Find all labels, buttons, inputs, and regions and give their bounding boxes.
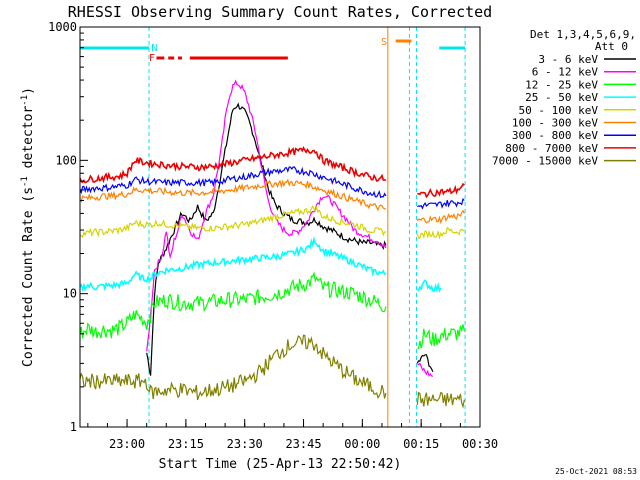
series-12-25-kev-line-1 xyxy=(79,271,387,339)
series-100-300-kev-line-1 xyxy=(79,178,387,212)
x-tick-label-00:30: 00:30 xyxy=(462,437,498,451)
series-300-800-kev-line-2 xyxy=(417,197,465,210)
x-tick-label-23:00: 23:00 xyxy=(109,437,145,451)
legend-header-line1: Det 1,3,4,5,6,9, xyxy=(530,28,636,41)
chart-title: RHESSI Observing Summary Count Rates, Co… xyxy=(68,3,492,21)
y-tick-label-100: 100 xyxy=(55,153,77,167)
series-25-50-kev-line-1 xyxy=(79,235,386,293)
generation-timestamp: 25-Oct-2021 08:53 xyxy=(555,467,637,476)
legend-label-300-800-kev: 300 - 800 keV xyxy=(512,129,598,142)
plot-frame xyxy=(79,26,481,428)
series-3-6-kev-line-1 xyxy=(146,102,387,376)
x-axis-label: Start Time (25-Apr-13 22:50:42) xyxy=(159,457,402,472)
saa-label: S xyxy=(381,37,387,48)
plot-area: NF S xyxy=(79,27,466,427)
x-tick-label-00:15: 00:15 xyxy=(403,437,439,451)
legend-label-50-100-kev: 50 - 100 keV xyxy=(519,104,599,117)
legend-label-3-6-kev: 3 - 6 keV xyxy=(538,53,598,66)
series-3-6-kev-line-2 xyxy=(416,354,434,372)
series-7000-15000-kev-line-2 xyxy=(416,391,465,409)
axes: 23:00 23:15 23:30 23:45 00:00 00:15 00:30 1 10 10… xyxy=(48,20,498,451)
y-axis-label-end: ) xyxy=(21,87,36,95)
series-800-7000-kev-line-2 xyxy=(417,182,465,199)
y-tick-label-1000: 1000 xyxy=(48,20,77,34)
legend-label-6-12-kev: 6 - 12 keV xyxy=(532,66,599,79)
series-50-100-kev-line-2 xyxy=(416,226,465,240)
series-300-800-kev-line-1 xyxy=(79,166,387,199)
series-100-300-kev-line-2 xyxy=(416,209,465,225)
legend-label-800-7000-kev: 800 - 7000 keV xyxy=(505,142,598,155)
legend-label-100-300-kev: 100 - 300 keV xyxy=(512,117,598,130)
legend-header-line2: Att 0 xyxy=(595,40,628,53)
y-axis-label-sup2: -1 xyxy=(20,95,30,106)
y-axis-label-main: Corrected Count Rate (s xyxy=(21,187,36,367)
y-axis-label-sup1: -1 xyxy=(20,176,30,187)
series-50-100-kev-line-1 xyxy=(79,204,386,239)
series-25-50-kev-line-2 xyxy=(416,279,442,293)
y-axis-label: Corrected Count Rate (s-1 detector-1) xyxy=(20,87,36,367)
legend-label-7000-15000-kev: 7000 - 15000 keV xyxy=(492,155,598,168)
x-tick-label-00:00: 00:00 xyxy=(344,437,380,451)
legend-label-25-50-kev: 25 - 50 keV xyxy=(525,91,598,104)
series-12-25-kev-line-2 xyxy=(417,324,465,349)
legend-label-12-25-kev: 12 - 25 keV xyxy=(525,78,598,91)
series-7000-15000-kev-line-1 xyxy=(79,334,387,401)
x-tick-label-23:45: 23:45 xyxy=(285,437,321,451)
x-tick-label-23:30: 23:30 xyxy=(227,437,263,451)
night-label: N xyxy=(151,43,157,54)
y-axis-label-mid: detector xyxy=(21,106,36,177)
flare-label: F xyxy=(149,53,155,64)
y-tick-label-10: 10 xyxy=(63,287,77,301)
series-6-12-kev-line-2 xyxy=(416,362,434,377)
series-6-12-kev-line-1 xyxy=(146,79,387,352)
series-800-7000-kev-line-1 xyxy=(79,146,387,184)
y-tick-label-1: 1 xyxy=(70,420,77,434)
x-tick-label-23:15: 23:15 xyxy=(168,437,204,451)
